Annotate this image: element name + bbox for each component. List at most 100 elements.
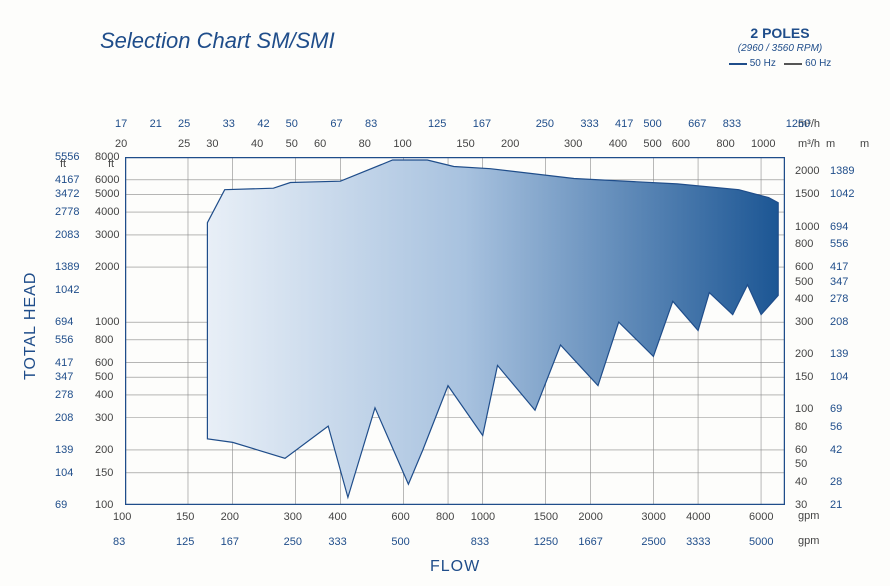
- unit-right-black-m: m: [826, 138, 835, 150]
- tick-label: 500: [643, 138, 661, 150]
- tick-label: 5000: [95, 188, 119, 200]
- tick-label: 2083: [55, 229, 79, 241]
- tick-label: 104: [830, 371, 848, 383]
- tick-label: 3333: [686, 536, 710, 548]
- tick-label: 3000: [641, 511, 665, 523]
- tick-label: 1500: [534, 511, 558, 523]
- tick-label: 21: [830, 499, 842, 511]
- poles-line2: (2960 / 3560 RPM): [710, 42, 850, 55]
- tick-label: 4000: [95, 206, 119, 218]
- tick-label: 200: [95, 444, 113, 456]
- tick-label: 42: [257, 118, 269, 130]
- unit-bottom-black-gpm: gpm: [798, 510, 819, 522]
- tick-label: 1000: [751, 138, 775, 150]
- tick-label: 150: [795, 371, 813, 383]
- tick-label: 694: [55, 316, 73, 328]
- tick-label: 125: [428, 118, 446, 130]
- tick-label: 1667: [578, 536, 602, 548]
- tick-label: 800: [716, 138, 734, 150]
- tick-label: 833: [723, 118, 741, 130]
- tick-label: 50: [286, 138, 298, 150]
- tick-label: 2000: [578, 511, 602, 523]
- tick-label: 208: [830, 316, 848, 328]
- tick-label: 347: [55, 371, 73, 383]
- tick-label: 417: [830, 261, 848, 273]
- tick-label: 3472: [55, 188, 79, 200]
- tick-label: 347: [830, 276, 848, 288]
- tick-label: 200: [221, 511, 239, 523]
- tick-label: 60: [314, 138, 326, 150]
- tick-label: 30: [206, 138, 218, 150]
- tick-label: 400: [609, 138, 627, 150]
- tick-label: 200: [501, 138, 519, 150]
- tick-label: 6000: [95, 174, 119, 186]
- tick-label: 250: [284, 536, 302, 548]
- tick-label: 3000: [95, 229, 119, 241]
- tick-label: 1250: [786, 118, 810, 130]
- tick-label: 300: [284, 511, 302, 523]
- chart-title: Selection Chart SM/SMI: [100, 28, 335, 54]
- tick-label: 40: [251, 138, 263, 150]
- tick-label: 1000: [795, 221, 819, 233]
- tick-label: 50: [795, 458, 807, 470]
- tick-label: 333: [328, 536, 346, 548]
- tick-label: 417: [615, 118, 633, 130]
- tick-label: 83: [365, 118, 377, 130]
- tick-label: 600: [391, 511, 409, 523]
- tick-label: 139: [55, 444, 73, 456]
- tick-label: 694: [830, 221, 848, 233]
- tick-label: 417: [55, 357, 73, 369]
- unit-top-black-m3h: m³/h: [798, 138, 820, 150]
- header-poles: 2 POLES (2960 / 3560 RPM) 50 Hz 60 Hz: [710, 24, 850, 70]
- tick-label: 2778: [55, 206, 79, 218]
- tick-label: 80: [795, 421, 807, 433]
- legend-60hz: 60 Hz: [805, 58, 831, 69]
- legend-50hz: 50 Hz: [750, 58, 776, 69]
- tick-label: 300: [95, 412, 113, 424]
- tick-label: 208: [55, 412, 73, 424]
- tick-label: 167: [473, 118, 491, 130]
- tick-label: 400: [328, 511, 346, 523]
- tick-label: 800: [436, 511, 454, 523]
- tick-label: 278: [55, 389, 73, 401]
- chart-plot: [125, 157, 785, 505]
- tick-label: 17: [115, 118, 127, 130]
- tick-label: 250: [536, 118, 554, 130]
- tick-label: 1042: [55, 284, 79, 296]
- tick-label: 2000: [95, 261, 119, 273]
- tick-label: 42: [830, 444, 842, 456]
- tick-label: 20: [115, 138, 127, 150]
- tick-label: 139: [830, 348, 848, 360]
- tick-label: 125: [176, 536, 194, 548]
- tick-label: 2000: [795, 165, 819, 177]
- tick-label: 83: [113, 536, 125, 548]
- tick-label: 100: [95, 499, 113, 511]
- tick-label: 600: [672, 138, 690, 150]
- tick-label: 600: [795, 261, 813, 273]
- tick-label: 278: [830, 293, 848, 305]
- tick-label: 150: [176, 511, 194, 523]
- tick-label: 500: [643, 118, 661, 130]
- tick-label: 500: [795, 276, 813, 288]
- tick-label: 5000: [749, 536, 773, 548]
- tick-label: 667: [688, 118, 706, 130]
- tick-label: 28: [830, 476, 842, 488]
- tick-label: 100: [393, 138, 411, 150]
- tick-label: 300: [795, 316, 813, 328]
- tick-label: 800: [795, 238, 813, 250]
- tick-label: 21: [150, 118, 162, 130]
- tick-label: 25: [178, 118, 190, 130]
- tick-label: 100: [113, 511, 131, 523]
- tick-label: 69: [830, 403, 842, 415]
- tick-label: 60: [795, 444, 807, 456]
- tick-label: 1250: [534, 536, 558, 548]
- tick-label: 8000: [95, 151, 119, 163]
- tick-label: 40: [795, 476, 807, 488]
- unit-bottom-blue-gpm: gpm: [798, 535, 819, 547]
- tick-label: 556: [830, 238, 848, 250]
- tick-label: 5556: [55, 151, 79, 163]
- tick-label: 556: [55, 334, 73, 346]
- legend: 50 Hz 60 Hz: [710, 57, 850, 70]
- tick-label: 500: [391, 536, 409, 548]
- tick-label: 1389: [55, 261, 79, 273]
